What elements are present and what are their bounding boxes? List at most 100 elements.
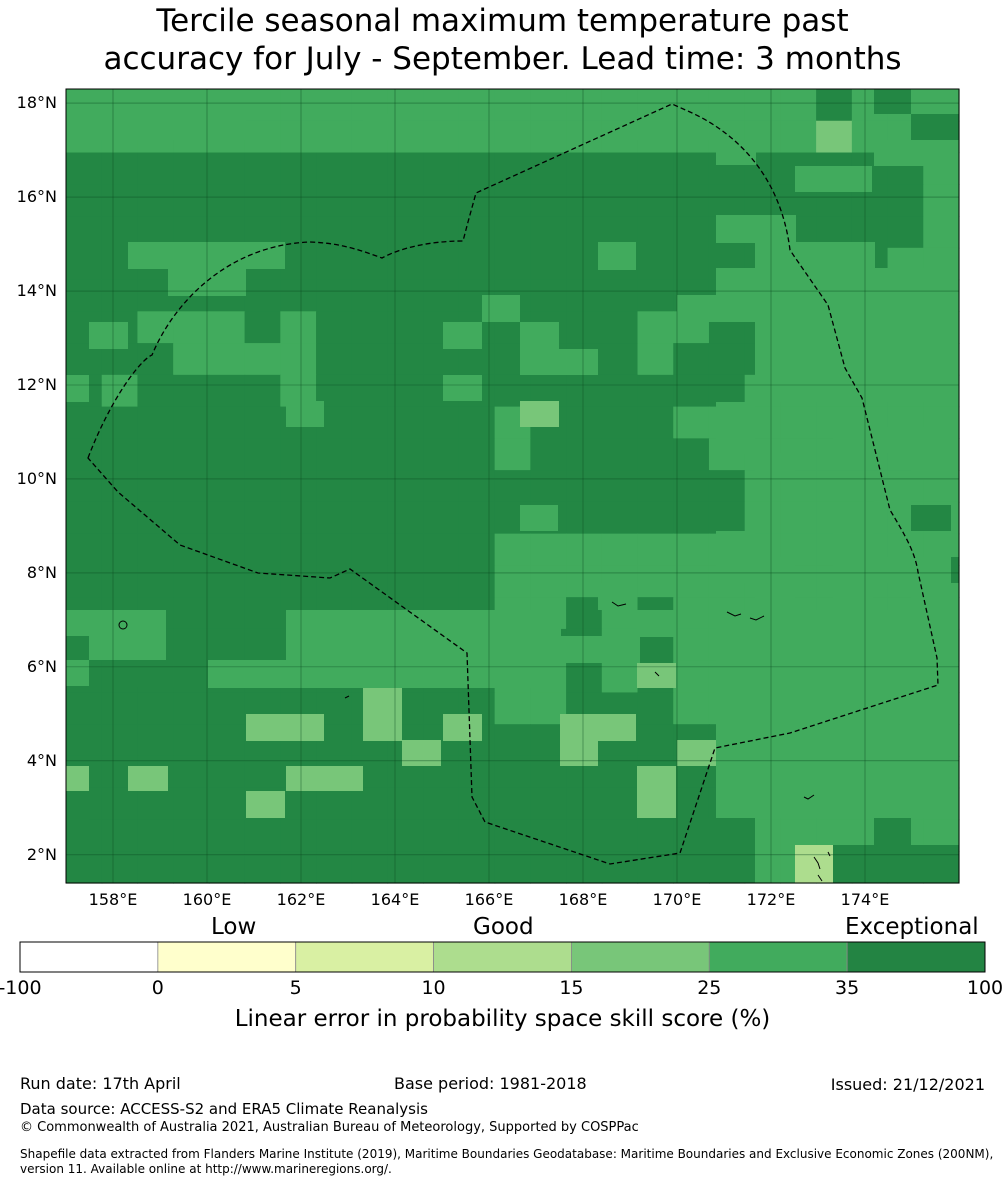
grid-cell-patch (128, 660, 208, 687)
grid-cell-patch (598, 583, 636, 610)
grid-cell (208, 311, 246, 344)
grid-cell (566, 184, 603, 217)
grid-cell (566, 247, 603, 281)
colorbar-frame (19, 941, 986, 973)
grid-cell (173, 597, 210, 630)
grid-cell (566, 851, 603, 884)
grid-cell (101, 565, 139, 598)
grid-cell-patch (89, 322, 128, 349)
grid-cell-patch (677, 295, 959, 322)
grid-cell (101, 533, 139, 566)
grid-cell (601, 755, 639, 789)
grid-cell-patch (246, 791, 285, 818)
grid-cell (66, 279, 103, 312)
grid-cell (244, 279, 281, 312)
grid-cell (208, 787, 246, 821)
grid-cell (601, 819, 639, 852)
grid-cell (494, 787, 531, 821)
grid-cell (423, 152, 460, 185)
grid-cell (351, 533, 389, 566)
grid-cell (316, 152, 353, 185)
grid-cell (137, 152, 174, 185)
grid-cell (208, 152, 246, 185)
grid-cell (280, 216, 317, 249)
grid-cell (173, 533, 210, 566)
grid-cell (637, 438, 674, 471)
grid-cell (244, 597, 281, 630)
grid-cell (66, 724, 103, 757)
grid-cell (601, 470, 639, 503)
grid-cell-patch (795, 869, 833, 883)
colorbar-segment (708, 941, 848, 973)
grid-cell (673, 343, 710, 376)
grid-cell (637, 406, 674, 439)
grid-cell (530, 851, 567, 884)
grid-cell (351, 184, 389, 217)
grid-cell (101, 374, 139, 408)
grid-cell (708, 343, 746, 376)
grid-cell (280, 565, 317, 598)
grid-cell (637, 692, 674, 725)
grid-cell (494, 755, 531, 789)
grid-cell (458, 406, 496, 439)
grid-cell (66, 184, 103, 217)
grid-cell (137, 533, 174, 566)
grid-cell (458, 152, 496, 185)
grid-cell (673, 152, 710, 185)
colorbar-segment (295, 941, 434, 973)
map-title: Tercile seasonal maximum temperature pas… (0, 2, 1005, 78)
latitude-label: 12°N (16, 374, 57, 394)
grid-cell (351, 311, 389, 344)
grid-cell (673, 597, 710, 630)
grid-cell (923, 184, 960, 217)
grid-cell (173, 184, 210, 217)
grid-cell (673, 692, 710, 725)
grid-cell-patch (833, 557, 959, 583)
grid-cell (637, 311, 674, 344)
grid-cell (66, 565, 103, 598)
grid-cell-patch (66, 89, 246, 140)
grid-cell (351, 787, 389, 821)
shapefile-credit: Shapefile data extracted from Flanders M… (20, 1147, 994, 1176)
grid-cell-patch (66, 636, 89, 660)
grid-cell (494, 152, 531, 185)
grid-cell (280, 470, 317, 503)
grid-cell-patch (598, 242, 636, 270)
grid-cell (387, 279, 424, 312)
longitude-label: 170°E (652, 890, 702, 909)
grid-cell (601, 374, 639, 408)
skill-grid (66, 89, 960, 884)
grid-cell (530, 787, 567, 821)
grid-cell (208, 628, 246, 662)
grid-cell-patch (755, 557, 795, 583)
grid-cell-patch (363, 114, 402, 140)
grid-cell-patch (66, 766, 89, 791)
grid-cell-patch (833, 845, 959, 883)
grid-cell (173, 755, 210, 789)
grid-cell (423, 120, 460, 154)
latitude-label: 10°N (16, 468, 57, 488)
grid-cell (637, 152, 674, 185)
grid-cell (387, 533, 424, 566)
grid-cell (673, 438, 710, 471)
grid-cell-patch (755, 453, 795, 481)
grid-cell (387, 247, 424, 281)
grid-cell (566, 660, 603, 694)
grid-cell (744, 89, 781, 122)
grid-cell (137, 851, 174, 884)
grid-cell-patch (833, 505, 873, 557)
grid-cell (244, 343, 281, 376)
grid-cell (137, 406, 174, 439)
grid-cell-patch (716, 557, 756, 583)
grid-cell-patch (716, 268, 959, 295)
grid-cell (280, 851, 317, 884)
grid-cell (637, 184, 674, 217)
grid-cell (494, 470, 531, 503)
grid-cell (101, 787, 139, 821)
grid-cell (387, 406, 424, 439)
grid-cell (208, 343, 246, 376)
grid-cell (708, 470, 746, 503)
grid-cell (280, 343, 317, 376)
grid-cell (280, 819, 317, 852)
grid-cell (387, 152, 424, 185)
